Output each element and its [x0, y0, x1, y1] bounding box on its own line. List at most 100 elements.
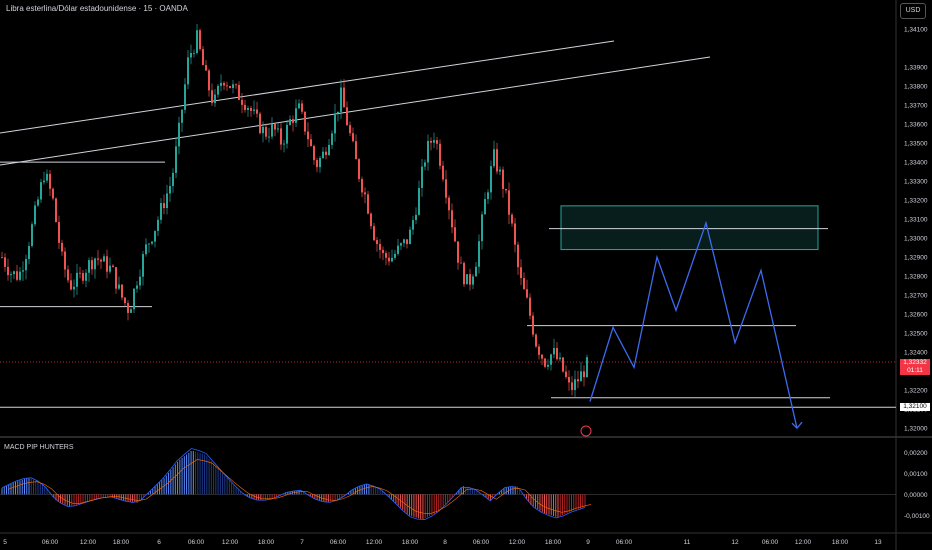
price-tick-label: 1,34100: [904, 27, 928, 34]
candle-body: [226, 85, 228, 87]
candle-body: [514, 223, 516, 245]
candle-body: [181, 109, 183, 123]
candle-body: [532, 315, 534, 335]
candle-body: [409, 229, 411, 245]
candle-body: [421, 166, 423, 188]
candle-body: [49, 173, 51, 189]
candle-body: [337, 111, 339, 114]
candle-body: [268, 136, 270, 138]
candle-body: [190, 53, 192, 58]
candle-body: [109, 265, 111, 272]
time-tick-label: 18:00: [402, 539, 419, 546]
candle-body: [550, 354, 552, 365]
candle-body: [58, 222, 60, 243]
candle-body: [439, 143, 441, 166]
candle-body: [307, 131, 309, 140]
candle-body: [229, 85, 231, 88]
macd-tick-label: -0,00100: [904, 513, 930, 520]
currency-button[interactable]: USD: [900, 3, 926, 19]
candle-body: [343, 87, 345, 108]
candle-body: [484, 199, 486, 215]
price-tick-label: 1,32800: [904, 274, 928, 281]
time-tick-label: 6: [157, 539, 161, 546]
candle-body: [157, 219, 159, 231]
candle-body: [262, 126, 264, 134]
candle-body: [445, 179, 447, 198]
candle-body: [70, 280, 72, 290]
candle-body: [220, 82, 222, 86]
candle-body: [454, 227, 456, 242]
candle-body: [106, 256, 108, 272]
candle-body: [583, 371, 585, 378]
candle-body: [478, 241, 480, 267]
candle-body: [169, 186, 171, 194]
candle-body: [523, 278, 525, 290]
candle-body: [112, 265, 114, 268]
candle-body: [568, 376, 570, 383]
candle-body: [259, 113, 261, 134]
zone-rect: [560, 205, 819, 251]
candle-body: [280, 128, 282, 145]
time-tick-label: 12: [731, 539, 739, 546]
price-candles: [1, 23, 588, 397]
candle-body: [202, 49, 204, 66]
price-tick-label: 1,33400: [904, 160, 928, 167]
macd-tick-label: 0,00000: [904, 492, 928, 499]
candle-body: [370, 213, 372, 227]
candle-body: [142, 254, 144, 277]
candle-body: [520, 267, 522, 279]
candle-body: [547, 364, 549, 367]
candle-body: [7, 266, 9, 276]
candle-body: [211, 90, 213, 104]
candle-body: [286, 124, 288, 144]
candle-body: [76, 272, 78, 287]
candle-body: [250, 108, 252, 111]
candle-body: [529, 297, 531, 316]
candle-body: [115, 267, 117, 289]
candle-body: [214, 94, 216, 104]
price-tick-label: 1,32000: [904, 426, 928, 433]
candle-body: [385, 253, 387, 258]
projection-path: [580, 220, 803, 437]
candle-body: [424, 162, 426, 167]
price-tick-label: 1,33200: [904, 198, 928, 205]
candle-body: [493, 149, 495, 167]
candle-body: [541, 354, 543, 359]
candle-body: [10, 274, 12, 276]
candle-body: [586, 357, 588, 378]
candle-body: [40, 182, 42, 200]
candle-body: [19, 271, 21, 280]
candle-body: [403, 239, 405, 244]
candle-body: [4, 257, 6, 267]
candle-body: [94, 258, 96, 270]
candle-body: [253, 109, 255, 111]
candle-body: [148, 243, 150, 245]
candle-body: [571, 382, 573, 391]
candle-body: [61, 242, 63, 252]
time-tick-label: 7: [300, 539, 304, 546]
time-tick-label: 06:00: [188, 539, 205, 546]
signal-line: [7, 459, 592, 514]
candle-body: [538, 346, 540, 355]
candle-body: [499, 169, 501, 172]
candle-body: [346, 107, 348, 126]
candle-body: [427, 141, 429, 163]
candle-body: [376, 240, 378, 245]
price-tick-label: 1,32900: [904, 255, 928, 262]
time-tick-label: 18:00: [113, 539, 130, 546]
candle-body: [451, 210, 453, 228]
candle-body: [103, 256, 105, 262]
candle-body: [412, 220, 414, 230]
candle-body: [151, 241, 153, 244]
time-axis: 5 06:00 12:00 18:00 6 06:00 12:00 18:00 7 06:00 12…: [3, 539, 882, 546]
candle-body: [400, 243, 402, 246]
candle-body: [463, 262, 465, 285]
trend-line: [0, 40, 615, 134]
macd-tick-label: 0,00100: [904, 471, 928, 478]
time-tick-label: 12:00: [509, 539, 526, 546]
candle-body: [526, 289, 528, 298]
candle-body: [166, 193, 168, 208]
candle-body: [1, 257, 3, 258]
candle-body: [580, 371, 582, 382]
